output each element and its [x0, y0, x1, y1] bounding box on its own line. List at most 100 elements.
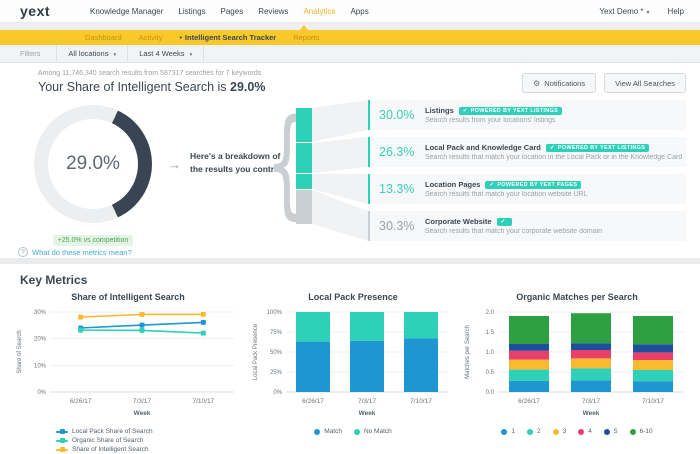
line-marker-icon	[56, 446, 68, 453]
chart-body: 0.0 0.5 1.0 1.5 2.0 6/26/17 7/3/17 7/10/17 Week M…	[462, 304, 692, 435]
date-range-filter-dropdown[interactable]: Last 4 Weeks ▾	[127, 45, 205, 62]
row-title: Local Pack and Knowledge Card	[425, 143, 541, 152]
view-all-searches-button[interactable]: View All Searches	[604, 73, 686, 93]
nav-apps[interactable]: Apps	[350, 6, 369, 16]
svg-text:Share of Search: Share of Search	[17, 330, 23, 373]
nav-divider-strip	[0, 23, 700, 30]
legend-item[interactable]: 4	[578, 428, 592, 435]
svg-text:7/10/17: 7/10/17	[642, 398, 664, 405]
chart-canvas: 0% 10% 20% 30% 6/26/17 7/3/17 7/10/17 Week Share…	[17, 310, 234, 417]
location-filter-dropdown[interactable]: All locations ▾	[56, 45, 129, 62]
row-percentage: 26.3%	[379, 145, 415, 159]
gear-icon: ⚙	[533, 78, 541, 88]
nav-right: Yext Demo * ▾ Help	[599, 0, 684, 22]
subnav-reports[interactable]: Reports	[293, 33, 320, 42]
legend-item[interactable]: 3	[552, 428, 566, 435]
svg-text:6/26/17: 6/26/17	[302, 398, 324, 405]
row-description: Search results from your locations' list…	[425, 117, 556, 124]
chart-body: 0% 10% 20% 30% 6/26/17 7/3/17 7/10/17 Week Share…	[14, 304, 242, 453]
svg-text:6/26/17: 6/26/17	[70, 398, 92, 405]
legend-item[interactable]: 5	[603, 428, 618, 435]
svg-text:1.0: 1.0	[486, 350, 495, 356]
svg-text:1.5: 1.5	[486, 330, 495, 336]
subnav-activity[interactable]: Activity	[138, 33, 163, 42]
help-link[interactable]: Help	[667, 6, 684, 16]
legend-item[interactable]: Match	[314, 428, 342, 435]
question-icon: ?	[18, 247, 28, 257]
share-bar	[296, 108, 312, 224]
competition-badge: +25.0% vs competition	[52, 235, 134, 246]
subnav-dashboard[interactable]: Dashboard	[85, 33, 122, 42]
dot-marker-icon	[578, 428, 585, 435]
nav-knowledge-manager[interactable]: Knowledge Manager	[90, 6, 164, 16]
dot-marker-icon	[552, 428, 559, 435]
search-summary-text: Among 11,746,340 search results from 587…	[38, 70, 262, 77]
svg-text:Week: Week	[583, 410, 600, 417]
svg-text:Matches per Search: Matches per Search	[465, 325, 471, 379]
breakdown-intro: Here's a breakdown of the results you co…	[190, 151, 282, 174]
funnel-connector	[312, 190, 368, 241]
svg-text:6/26/17: 6/26/17	[518, 398, 540, 405]
subnav-intelligent-search-tracker[interactable]: • Intelligent Search Tracker	[179, 33, 277, 42]
svg-text:50%: 50%	[270, 350, 283, 356]
svg-text:Local Pack Presence: Local Pack Presence	[253, 323, 259, 380]
section-divider	[0, 258, 700, 264]
share-bar-segment	[296, 190, 312, 224]
svg-text:0%: 0%	[273, 390, 282, 396]
powered-by-badge: ✓ POWERED BY YEXT LISTINGS	[458, 106, 563, 115]
chart-title: Local Pack Presence	[308, 292, 398, 302]
row-description: Search results that match your location …	[425, 191, 588, 198]
svg-text:100%: 100%	[267, 310, 283, 316]
check-icon: ✓	[489, 181, 495, 188]
row-title: Listings	[425, 106, 454, 115]
key-metrics-heading: Key Metrics	[20, 273, 88, 287]
powered-by-badge: ✓ POWERED BY YEXT LISTINGS	[545, 143, 650, 152]
breakdown-row-listings: 30.0% Listings ✓ POWERED BY YEXT LISTINGS…	[368, 100, 686, 130]
row-percentage: 30.0%	[379, 108, 415, 122]
legend-item[interactable]: 2	[527, 428, 541, 435]
legend-item[interactable]: Local Pack Share of Search	[56, 428, 153, 435]
dot-marker-icon	[314, 428, 321, 435]
svg-text:7/10/17: 7/10/17	[192, 398, 214, 405]
hero-actions: ⚙ Notifications View All Searches	[522, 73, 686, 93]
funnel-connector	[312, 174, 368, 204]
svg-text:7/3/17: 7/3/17	[358, 398, 376, 405]
legend-item[interactable]: 6-10	[629, 428, 653, 435]
breakdown-row-local-pack: 26.3% Local Pack and Knowledge Card ✓ POW…	[368, 137, 686, 167]
dot-marker-icon	[501, 428, 508, 435]
legend-item[interactable]: 1	[501, 428, 515, 435]
svg-text:0.0: 0.0	[486, 390, 495, 396]
share-bar-segment	[296, 143, 312, 173]
svg-text:7/10/17: 7/10/17	[410, 398, 432, 405]
nav-listings[interactable]: Listings	[178, 6, 206, 16]
powered-by-badge: ✓	[496, 217, 513, 226]
share-bar-segment	[296, 174, 312, 189]
dot-marker-icon	[629, 428, 636, 435]
nav-pages[interactable]: Pages	[220, 6, 244, 16]
svg-text:10%: 10%	[34, 363, 47, 369]
row-title: Location Pages	[425, 180, 481, 189]
svg-text:20%: 20%	[34, 337, 47, 343]
legend-item[interactable]: Share of Intelligent Search	[56, 446, 149, 453]
account-menu[interactable]: Yext Demo * ▾	[599, 6, 650, 16]
chart-organic-matches-per-search: Organic Matches per Search 0.0 0.5 1.0 1.5 2…	[462, 292, 692, 435]
share-donut-chart: 29.0%	[34, 105, 152, 223]
chart-legend: Local Pack Share of Search Organic Share …	[14, 428, 242, 453]
dot-marker-icon	[353, 428, 360, 435]
nav-analytics[interactable]: Analytics	[303, 6, 336, 16]
svg-text:0.5: 0.5	[486, 370, 495, 376]
chart-share-of-intelligent-search: Share of Intelligent Search 0% 10% 20% 30% 6…	[14, 292, 242, 453]
chart-body: 0% 25% 50% 75% 100% 6/26/17 7/3/17 7/10/17 Week L…	[250, 304, 456, 435]
share-of-search-hero: Among 11,746,340 search results from 587…	[0, 63, 700, 258]
svg-text:0%: 0%	[37, 390, 46, 396]
metrics-help-link[interactable]: ? What do these metrics mean?	[18, 247, 132, 257]
legend-item[interactable]: Organic Share of Search	[56, 437, 144, 444]
legend-item[interactable]: No Match	[353, 428, 392, 435]
funnel-connector	[312, 137, 368, 173]
notifications-button[interactable]: ⚙ Notifications	[522, 73, 597, 93]
donut-center: 29.0%	[48, 119, 138, 209]
arrow-right-icon: →	[168, 157, 181, 172]
chart-legend: Match No Match	[250, 428, 456, 435]
nav-reviews[interactable]: Reviews	[258, 6, 289, 16]
